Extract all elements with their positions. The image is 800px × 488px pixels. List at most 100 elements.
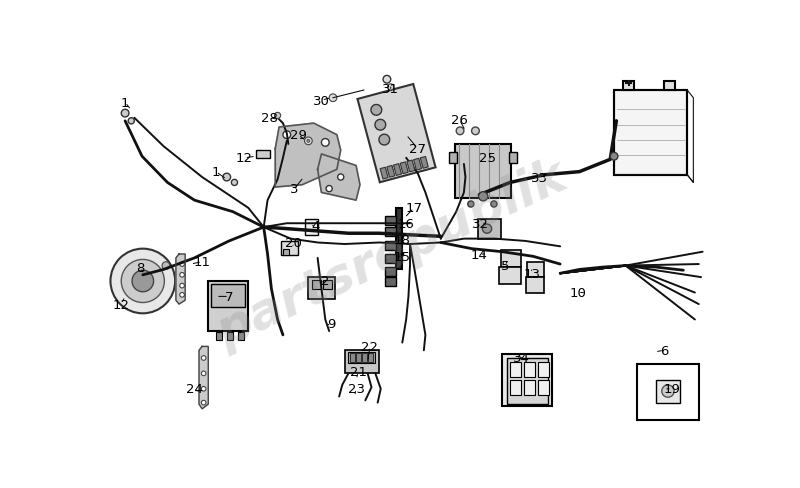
- Bar: [414, 159, 422, 171]
- Circle shape: [122, 260, 164, 303]
- Text: 26: 26: [451, 114, 468, 126]
- Circle shape: [491, 202, 497, 207]
- Bar: [386, 255, 396, 264]
- Polygon shape: [318, 155, 360, 201]
- Bar: [386, 267, 396, 277]
- Bar: [281, 242, 298, 255]
- Text: 10: 10: [570, 286, 586, 300]
- Circle shape: [329, 95, 337, 102]
- Circle shape: [162, 262, 170, 270]
- Text: 21: 21: [350, 366, 367, 379]
- Bar: [524, 362, 534, 377]
- Bar: [524, 380, 534, 395]
- Text: partsrepublik: partsrepublik: [209, 152, 574, 356]
- Bar: [501, 251, 521, 267]
- Bar: [637, 365, 698, 420]
- Circle shape: [375, 120, 386, 131]
- Circle shape: [180, 293, 184, 298]
- Circle shape: [180, 262, 184, 267]
- Text: 12: 12: [236, 152, 253, 165]
- Bar: [510, 380, 521, 395]
- Bar: [507, 358, 548, 405]
- Text: 9: 9: [327, 317, 336, 330]
- Circle shape: [132, 271, 154, 292]
- Bar: [386, 227, 396, 237]
- Circle shape: [371, 105, 382, 116]
- Bar: [478, 220, 501, 239]
- Bar: [526, 278, 544, 293]
- Text: 20: 20: [285, 237, 302, 249]
- Bar: [369, 353, 373, 362]
- Text: 18: 18: [394, 233, 410, 246]
- Bar: [323, 281, 332, 290]
- Text: 12: 12: [113, 298, 130, 311]
- Bar: [380, 168, 388, 180]
- Bar: [502, 354, 553, 407]
- Circle shape: [231, 180, 238, 186]
- Bar: [400, 163, 408, 174]
- Text: 11: 11: [194, 256, 210, 269]
- Bar: [527, 262, 544, 278]
- Text: 14: 14: [471, 248, 488, 261]
- Bar: [386, 216, 396, 225]
- Circle shape: [468, 202, 474, 207]
- Text: 17: 17: [406, 202, 422, 215]
- Circle shape: [662, 385, 674, 397]
- Bar: [455, 144, 511, 199]
- Circle shape: [338, 175, 344, 181]
- Bar: [256, 151, 270, 159]
- Text: 22: 22: [362, 340, 378, 353]
- Text: 3: 3: [290, 183, 298, 196]
- Text: 28: 28: [262, 112, 278, 125]
- Circle shape: [322, 139, 329, 147]
- Bar: [350, 353, 354, 362]
- Bar: [226, 332, 233, 340]
- Circle shape: [305, 138, 312, 145]
- Bar: [345, 350, 379, 374]
- Bar: [510, 152, 517, 164]
- Circle shape: [379, 135, 390, 146]
- Polygon shape: [176, 255, 185, 305]
- Text: 25: 25: [478, 152, 495, 165]
- Circle shape: [482, 224, 492, 234]
- Bar: [656, 380, 679, 403]
- Circle shape: [383, 76, 390, 84]
- Text: 6: 6: [660, 344, 668, 357]
- Bar: [308, 278, 335, 299]
- Bar: [407, 161, 415, 173]
- Text: 30: 30: [313, 94, 330, 107]
- Circle shape: [330, 163, 336, 169]
- Bar: [208, 282, 248, 331]
- Text: 19: 19: [663, 383, 680, 395]
- Circle shape: [202, 356, 206, 361]
- Circle shape: [202, 386, 206, 391]
- Circle shape: [274, 113, 281, 119]
- Circle shape: [478, 192, 488, 202]
- Bar: [216, 332, 222, 340]
- Text: 32: 32: [472, 217, 490, 230]
- Text: 23: 23: [348, 383, 365, 395]
- Polygon shape: [275, 124, 341, 188]
- Text: 1: 1: [121, 97, 130, 110]
- Circle shape: [128, 119, 134, 124]
- Bar: [614, 91, 687, 175]
- Bar: [510, 362, 521, 377]
- Text: 2: 2: [321, 275, 330, 288]
- Bar: [420, 157, 428, 169]
- Text: 16: 16: [398, 217, 414, 230]
- Circle shape: [326, 186, 332, 192]
- Bar: [362, 353, 367, 362]
- Circle shape: [202, 401, 206, 405]
- Bar: [538, 362, 549, 377]
- Circle shape: [122, 110, 129, 118]
- Text: 5: 5: [501, 260, 509, 272]
- Bar: [387, 166, 395, 178]
- Circle shape: [456, 128, 464, 135]
- Text: 1: 1: [212, 166, 220, 179]
- Text: 33: 33: [531, 171, 548, 184]
- Bar: [211, 285, 246, 307]
- Text: 29: 29: [290, 129, 306, 142]
- Bar: [396, 208, 402, 270]
- Bar: [358, 85, 435, 183]
- Text: 15: 15: [394, 250, 411, 264]
